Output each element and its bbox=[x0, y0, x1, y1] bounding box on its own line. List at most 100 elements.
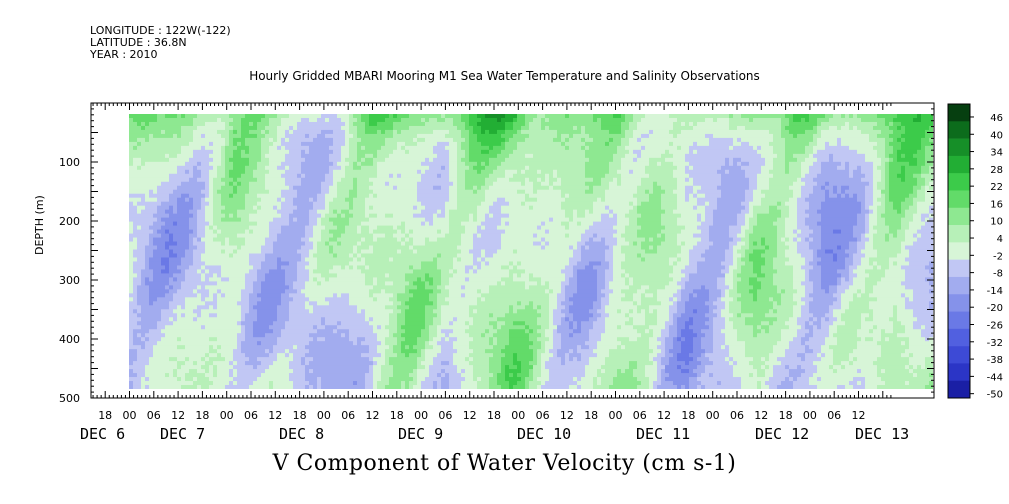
heat-cell bbox=[213, 365, 218, 370]
heat-cell bbox=[213, 361, 218, 366]
heat-cell bbox=[269, 114, 274, 119]
heat-cell bbox=[193, 365, 198, 370]
heat-cell bbox=[341, 381, 346, 386]
heat-cell bbox=[209, 141, 214, 147]
heat-cell bbox=[165, 273, 170, 279]
heat-cell bbox=[357, 329, 362, 334]
heat-cell bbox=[357, 385, 362, 389]
heat-cell bbox=[381, 129, 386, 135]
heat-cell bbox=[137, 349, 142, 354]
heat-cell bbox=[397, 365, 402, 370]
heat-cell bbox=[281, 257, 286, 263]
heat-cell bbox=[225, 253, 230, 259]
heat-cell bbox=[345, 269, 350, 275]
heat-cell bbox=[129, 197, 134, 203]
heat-cell bbox=[225, 337, 230, 342]
heat-cell bbox=[181, 193, 186, 199]
heat-cell bbox=[269, 333, 274, 338]
heat-cell bbox=[141, 173, 146, 179]
heat-cell bbox=[341, 269, 346, 275]
heat-cell bbox=[349, 209, 354, 215]
heat-cell bbox=[213, 237, 218, 243]
heat-cell bbox=[385, 201, 390, 207]
heat-cell bbox=[321, 253, 326, 259]
heat-cell bbox=[413, 181, 418, 187]
heat-cell bbox=[185, 381, 190, 386]
heat-cell bbox=[401, 149, 406, 155]
heat-cell bbox=[301, 289, 306, 294]
heat-cell bbox=[185, 289, 190, 294]
heat-cell bbox=[205, 173, 210, 179]
heat-cell bbox=[261, 193, 266, 199]
heat-cell bbox=[317, 309, 322, 314]
heat-cell bbox=[405, 373, 410, 378]
heat-cell bbox=[253, 133, 258, 139]
heat-cell bbox=[265, 281, 270, 286]
heat-cell bbox=[393, 233, 398, 239]
heat-cell bbox=[317, 265, 322, 271]
heat-cell bbox=[317, 165, 322, 171]
heat-cell bbox=[373, 293, 378, 298]
heat-cell bbox=[337, 305, 342, 310]
heat-cell bbox=[197, 293, 202, 298]
heat-cell bbox=[317, 289, 322, 294]
heat-cell bbox=[245, 173, 250, 179]
heat-cell bbox=[177, 345, 182, 350]
heat-cell bbox=[341, 361, 346, 366]
heat-cell bbox=[161, 221, 166, 227]
heat-cell bbox=[385, 369, 390, 374]
heat-cell bbox=[289, 269, 294, 275]
heat-cell bbox=[293, 145, 298, 151]
heat-cell bbox=[313, 273, 318, 279]
heat-cell bbox=[249, 153, 254, 159]
heat-cell bbox=[173, 133, 178, 139]
heat-cell bbox=[405, 293, 410, 298]
heat-cell bbox=[377, 357, 382, 362]
heat-cell bbox=[161, 245, 166, 251]
heat-cell bbox=[253, 305, 258, 310]
heat-cell bbox=[301, 281, 306, 286]
heat-cell bbox=[313, 237, 318, 243]
heat-cell bbox=[305, 225, 310, 231]
heat-cell bbox=[141, 301, 146, 306]
heat-cell bbox=[145, 269, 150, 275]
heat-cell bbox=[193, 349, 198, 354]
heat-cell bbox=[161, 337, 166, 342]
heat-cell bbox=[321, 293, 326, 298]
heat-cell bbox=[185, 349, 190, 354]
heat-cell bbox=[381, 325, 386, 330]
heat-cell bbox=[345, 261, 350, 267]
heat-cell bbox=[313, 265, 318, 271]
heat-cell bbox=[241, 377, 246, 382]
heat-cell bbox=[261, 257, 266, 263]
heat-cell bbox=[277, 177, 282, 183]
heat-cell bbox=[257, 337, 262, 342]
heat-cell bbox=[289, 189, 294, 195]
heat-cell bbox=[153, 149, 158, 155]
heat-cell bbox=[201, 297, 206, 302]
heat-cell bbox=[285, 285, 290, 290]
heat-cell bbox=[217, 245, 222, 251]
heat-cell bbox=[361, 141, 366, 147]
heat-cell bbox=[405, 233, 410, 239]
heat-cell bbox=[317, 125, 322, 131]
heat-cell bbox=[153, 345, 158, 350]
heat-cell bbox=[325, 377, 330, 382]
heat-cell bbox=[245, 341, 250, 346]
heat-cell bbox=[269, 357, 274, 362]
heat-cell bbox=[289, 249, 294, 255]
heat-cell bbox=[217, 285, 222, 290]
heat-cell bbox=[373, 141, 378, 147]
heat-cell bbox=[305, 325, 310, 330]
heat-cell bbox=[193, 345, 198, 350]
heat-cell bbox=[381, 229, 386, 235]
heat-cell bbox=[209, 129, 214, 135]
heat-cell bbox=[145, 181, 150, 187]
heat-cell bbox=[233, 385, 238, 389]
heat-cell bbox=[245, 157, 250, 163]
heat-cell bbox=[289, 149, 294, 155]
heat-cell bbox=[173, 149, 178, 155]
heat-cell bbox=[397, 205, 402, 211]
heat-cell bbox=[133, 257, 138, 263]
heat-cell bbox=[149, 249, 154, 255]
